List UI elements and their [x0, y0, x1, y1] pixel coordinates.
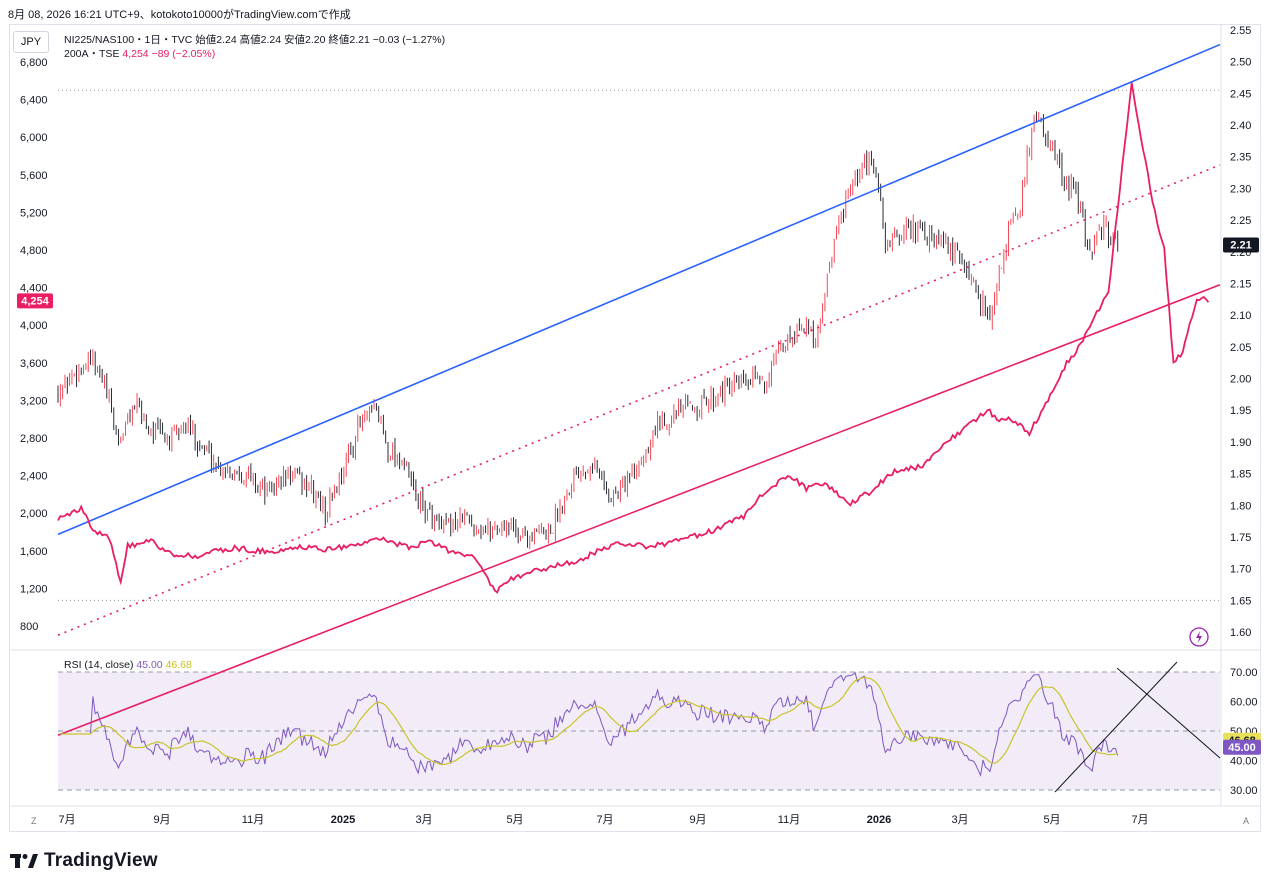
- right-axis-tick: 1.80: [1230, 500, 1251, 512]
- left-axis-tick: 2,400: [20, 471, 48, 483]
- rsi-legend-name: RSI (14, close): [64, 659, 134, 671]
- right-axis-tick: 2.10: [1230, 310, 1251, 322]
- right-axis-tick: 1.70: [1230, 564, 1251, 576]
- left-axis-tick: 1,600: [20, 546, 48, 558]
- x-axis-tick: 5月: [506, 814, 523, 826]
- left-axis-tick: 2,800: [20, 433, 48, 445]
- lightning-icon[interactable]: [1189, 627, 1209, 647]
- left-axis-tick: 3,200: [20, 395, 48, 407]
- right-axis-tick: 2.35: [1230, 152, 1251, 164]
- x-axis-tick: 7月: [596, 814, 613, 826]
- last-price-badge: 2.21: [1223, 237, 1259, 253]
- rsi-axis-tick: 30.00: [1230, 785, 1258, 797]
- rsi-value-badge-bg: [1223, 739, 1261, 755]
- rsi-value-badge: 45.00: [1223, 739, 1261, 755]
- left-axis-tick: 1,200: [20, 583, 48, 595]
- right-axis-tick: 2.30: [1230, 183, 1251, 195]
- x-axis-tick: 5月: [1043, 814, 1060, 826]
- x-axis-tick: 2026: [867, 814, 891, 826]
- rsi-axis-tick: 70.00: [1230, 667, 1258, 679]
- left-axis-tick: 4,000: [20, 320, 48, 332]
- candles-layer: [57, 111, 1119, 550]
- right-axis-tick: 2.00: [1230, 374, 1251, 386]
- right-axis-tick: 2.45: [1230, 88, 1251, 100]
- rsi-axis-tick: 60.00: [1230, 697, 1258, 709]
- legend-series-2-name: 200A・TSE: [64, 48, 120, 60]
- legend-series-2: 200A・TSE 4,254 −89 (−2.05%): [64, 47, 445, 61]
- channel-bottom-line: [57, 283, 1221, 737]
- right-axis-tick: 1.95: [1230, 405, 1251, 417]
- right-axis-tick: 2.05: [1230, 342, 1251, 354]
- rsi-legend: RSI (14, close) 45.00 46.68: [64, 659, 192, 671]
- rsi-trendline-up: [1054, 661, 1178, 793]
- left-axis-tick: 6,000: [20, 132, 48, 144]
- lightning-icon-bolt: [1196, 631, 1202, 643]
- legend-series-1: NI225/NAS100・1日・TVC 始値2.24 高値2.24 安値2.20…: [64, 34, 446, 46]
- x-axis-tick: 9月: [689, 814, 706, 826]
- right-axis-tick: 1.60: [1230, 627, 1251, 639]
- tradingview-logo-icon: [10, 854, 38, 868]
- left-axis-tick: 6,800: [20, 57, 48, 69]
- left-axis-tick: 5,200: [20, 207, 48, 219]
- x-axis-tick: 2025: [331, 814, 355, 826]
- left-axis-tick: 3,600: [20, 358, 48, 370]
- right-axis-tick: 2.40: [1230, 120, 1251, 132]
- 200a-price-badge-bg: [17, 293, 53, 309]
- brand-name: TradingView: [44, 850, 158, 871]
- right-axis-tick: 1.90: [1230, 437, 1251, 449]
- right-axis-tick: 1.85: [1230, 469, 1251, 481]
- x-axis-tick: 9月: [153, 814, 170, 826]
- x-axis-tick: 11月: [778, 814, 800, 826]
- 200a-price-badge: 4,254: [17, 293, 53, 309]
- 200a-price-badge-text: 4,254: [21, 295, 49, 307]
- auto-scale-button[interactable]: A: [1243, 816, 1250, 826]
- x-axis-tick: 11月: [242, 814, 264, 826]
- rsi-value-badge-text: 45.00: [1228, 742, 1256, 754]
- channel-top-line: [57, 43, 1221, 536]
- right-axis-tick: 1.75: [1230, 532, 1251, 544]
- x-axis-tick: 3月: [951, 814, 968, 826]
- series-200a-line: [57, 82, 1210, 594]
- rsi-ma-line: [60, 676, 1118, 766]
- last-price-badge-text: 2.21: [1230, 239, 1251, 251]
- last-price-badge-bg: [1223, 237, 1259, 253]
- left-axis-tick: 4,800: [20, 245, 48, 257]
- x-axis-tick: 7月: [1131, 814, 1148, 826]
- x-axis-tick: 7月: [58, 814, 75, 826]
- left-axis-tick: 5,600: [20, 170, 48, 182]
- chart-caption: 8月 08, 2026 16:21 UTC+9、kotokoto10000がTr…: [8, 9, 351, 21]
- right-axis-tick: 1.65: [1230, 595, 1251, 607]
- left-axis-tick: 2,000: [20, 508, 48, 520]
- chart-frame: [9, 24, 1261, 832]
- zoom-button[interactable]: Z: [31, 816, 37, 826]
- left-axis-tick: 4,400: [20, 283, 48, 295]
- left-axis-tick: 800: [20, 621, 38, 633]
- right-axis-tick: 2.50: [1230, 57, 1251, 69]
- rsi-trendline-down: [1116, 667, 1221, 759]
- left-axis-tick: 6,400: [20, 95, 48, 107]
- right-axis-tick: 2.25: [1230, 215, 1251, 227]
- currency-selector[interactable]: JPY: [13, 31, 49, 53]
- rsi-axis-tick: 40.00: [1230, 756, 1258, 768]
- right-axis-tick: 2.55: [1230, 25, 1251, 37]
- x-axis-tick: 3月: [415, 814, 432, 826]
- tradingview-logo: TradingView: [10, 850, 158, 872]
- main-legend: NI225/NAS100・1日・TVC 始値2.24 高値2.24 安値2.20…: [64, 33, 445, 61]
- rsi-legend-ma: 46.68: [165, 659, 192, 671]
- rsi-legend-value: 45.00: [136, 659, 163, 671]
- legend-series-2-values: 4,254 −89 (−2.05%): [122, 48, 216, 60]
- lightning-icon-ring: [1189, 627, 1209, 647]
- channel-mid-dotted-line: [57, 164, 1221, 636]
- right-axis-tick: 2.15: [1230, 278, 1251, 290]
